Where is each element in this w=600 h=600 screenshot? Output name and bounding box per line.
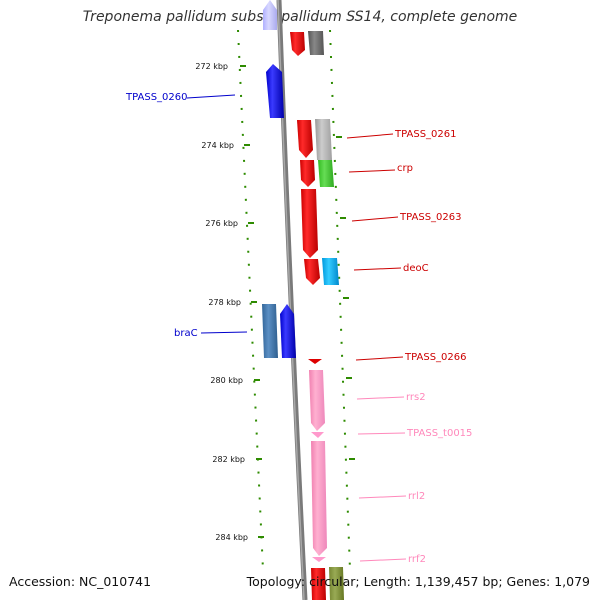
scale-label-278: 278 kbp: [208, 298, 241, 307]
scale-ticks: [240, 65, 355, 538]
genome-title: Treponema pallidum subsp. pallidum SS14,…: [82, 9, 518, 25]
gene-feature[interactable]: [308, 31, 324, 55]
gene-label-tpass-t0015[interactable]: TPASS_t0015: [406, 428, 472, 439]
scale-label-272: 272 kbp: [195, 62, 228, 71]
gene-label-crp[interactable]: crp: [397, 163, 413, 174]
gene-feature[interactable]: [297, 120, 313, 158]
scale-label-280: 280 kbp: [210, 376, 243, 385]
genome-backbone: [276, 0, 308, 600]
gene-feature[interactable]: [309, 370, 325, 431]
gene-feature[interactable]: [322, 258, 339, 285]
gene-label-rrf2[interactable]: rrf2: [408, 554, 426, 565]
gene-feature[interactable]: [311, 432, 324, 438]
gene-feature[interactable]: [315, 119, 332, 160]
gene-label-rrs2[interactable]: rrs2: [406, 392, 426, 403]
gene-label-tpass-0263[interactable]: TPASS_0263: [399, 212, 461, 223]
gene-feature[interactable]: [263, 0, 277, 30]
gene-feature[interactable]: [280, 304, 296, 358]
genome-summary-text: Topology: circular; Length: 1,139,457 bp…: [246, 574, 590, 589]
gene-feature[interactable]: [301, 189, 318, 258]
gene-feature[interactable]: [300, 160, 315, 187]
gene-feature[interactable]: [311, 441, 327, 556]
gene-label-rrl2[interactable]: rrl2: [408, 491, 425, 502]
gene-label-tpass-0261[interactable]: TPASS_0261: [394, 129, 456, 140]
scale-label-282: 282 kbp: [212, 455, 245, 464]
gene-feature[interactable]: [312, 557, 326, 562]
accession-text: Accession: NC_010741: [9, 574, 152, 589]
gene-feature[interactable]: [308, 359, 322, 364]
gene-feature[interactable]: [290, 32, 305, 56]
gene-label-tpass-0260[interactable]: TPASS_0260: [125, 92, 187, 103]
gene-feature[interactable]: [262, 304, 278, 358]
left-dotted-ruler: [237, 29, 264, 571]
gene-feature[interactable]: [311, 568, 326, 600]
gene-feature[interactable]: [318, 160, 334, 187]
scale-label-276: 276 kbp: [205, 219, 238, 228]
right-dotted-ruler: [329, 29, 351, 571]
gene-feature[interactable]: [266, 64, 284, 118]
scale-label-274: 274 kbp: [201, 141, 234, 150]
gene-feature[interactable]: [304, 259, 320, 285]
gene-label-tpass-0266[interactable]: TPASS_0266: [404, 352, 466, 363]
gene-label-deoc[interactable]: deoC: [403, 263, 429, 274]
gene-label-brac[interactable]: braC: [174, 328, 198, 339]
scale-label-284: 284 kbp: [215, 533, 248, 542]
gene-feature[interactable]: [329, 567, 344, 600]
